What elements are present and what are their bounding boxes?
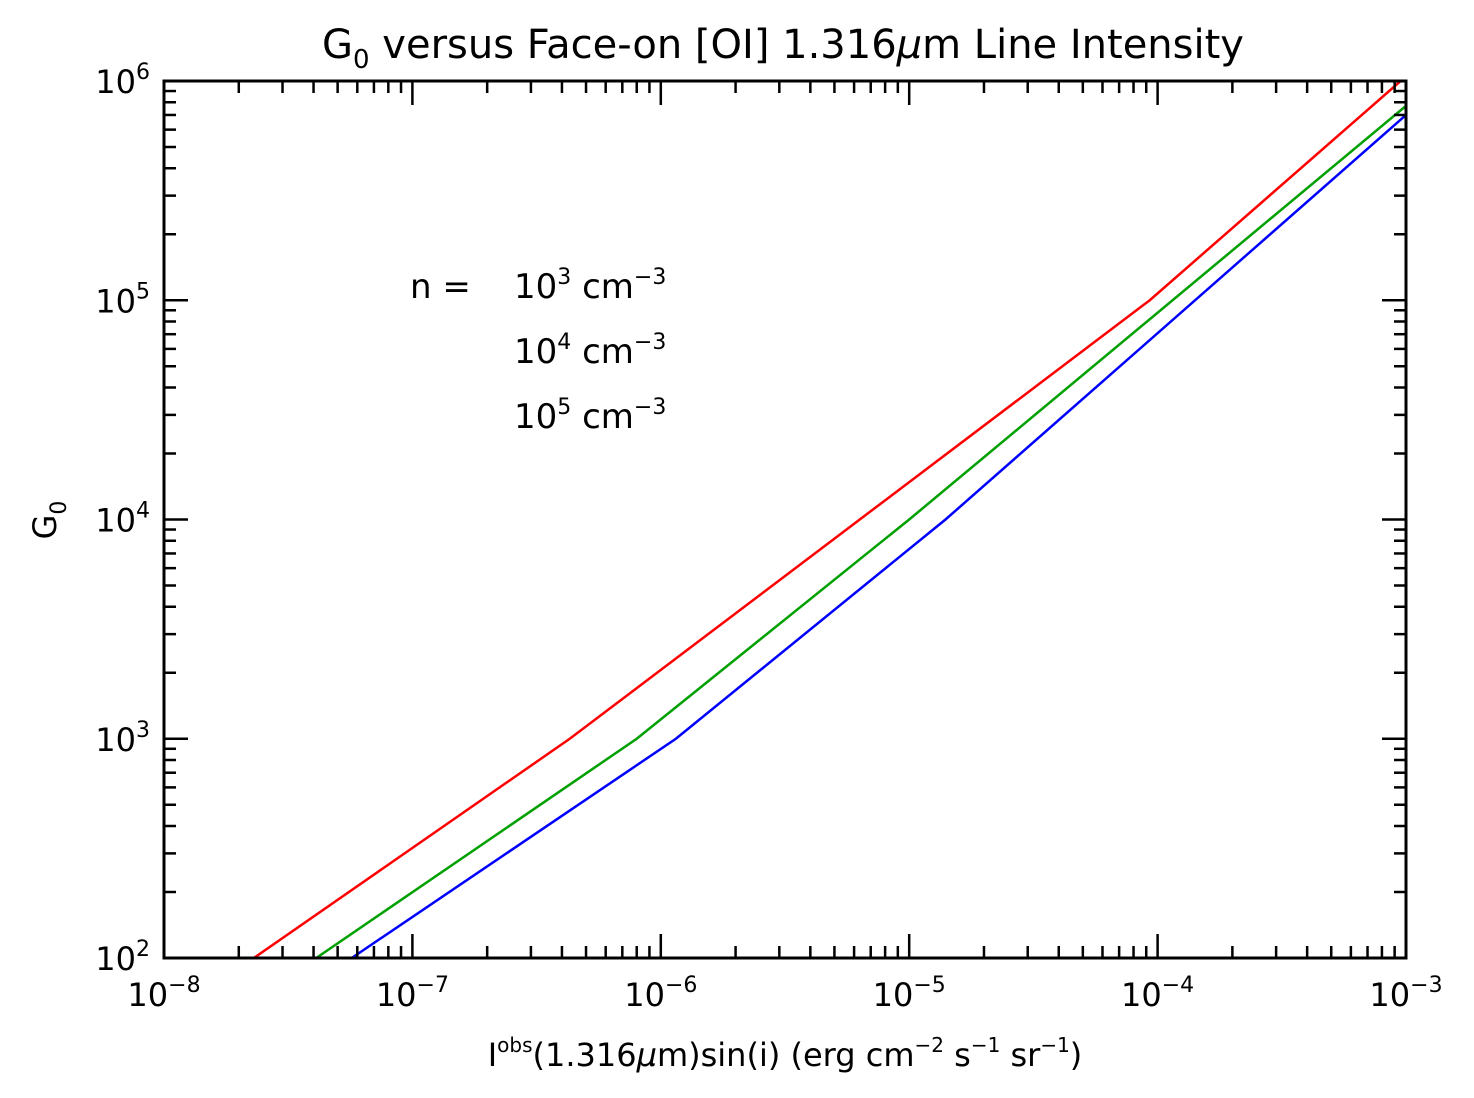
y-tick-label: 106: [95, 60, 150, 101]
ticks-layer: [162, 79, 1408, 960]
y-tick-label: 105: [95, 279, 150, 320]
legend: n = 103 cm−3 104 cm−3 105 cm−3: [410, 265, 666, 437]
x-tick-label: 10−8: [127, 973, 200, 1014]
legend-prefix: n =: [410, 267, 471, 307]
plot-frame: [162, 79, 1408, 960]
x-axis-label: Iobs(1.316μm)sin(i) (erg cm−2 s−1 sr−1): [488, 1033, 1083, 1074]
series-layer: [253, 81, 1406, 958]
chart-title: G0 versus Face-on [OI] 1.316μm Line Inte…: [322, 22, 1244, 75]
series-line-1e3: [253, 81, 1403, 958]
y-tick-label: 104: [95, 499, 150, 540]
x-tick-label: 10−4: [1121, 973, 1194, 1014]
series-line-1e5: [351, 114, 1406, 958]
legend-entry-1e5: 105 cm−3: [514, 395, 666, 437]
legend-entry-1e4: 104 cm−3: [514, 330, 666, 372]
series-line-1e4: [315, 104, 1406, 958]
x-tick-label: 10−3: [1369, 973, 1442, 1014]
y-tick-label: 102: [95, 937, 150, 978]
y-tick-label: 103: [95, 718, 150, 759]
x-tick-label: 10−5: [873, 973, 946, 1014]
y-axis-label: G0: [26, 501, 72, 540]
x-tick-label: 10−7: [376, 973, 449, 1014]
x-tick-label: 10−6: [624, 973, 697, 1014]
legend-entry-1e3: 103 cm−3: [514, 265, 666, 307]
tick-labels-layer: 10−8 10−7 10−6 10−5 10−4 10−3 102 103 104 105 106: [95, 60, 1442, 1014]
